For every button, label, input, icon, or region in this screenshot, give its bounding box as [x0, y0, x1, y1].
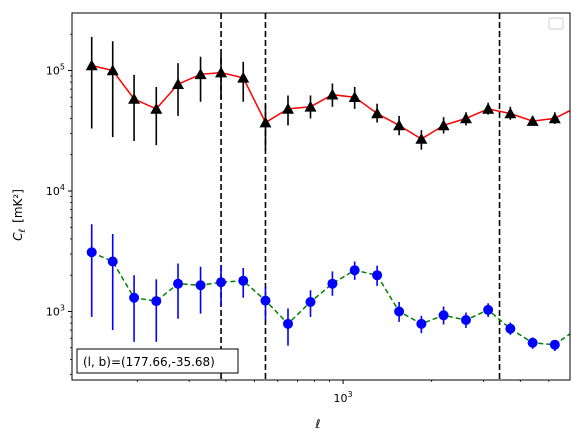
data-point	[415, 133, 428, 144]
data-point	[195, 280, 206, 291]
y-axis-label-unit: [mK²]	[11, 189, 25, 223]
data-point	[326, 88, 339, 100]
legend-box	[548, 17, 564, 30]
x-axis-label: ℓ	[315, 417, 321, 431]
data-point	[281, 102, 294, 114]
data-point	[216, 277, 227, 288]
data-point	[238, 275, 249, 286]
data-point	[437, 119, 450, 131]
data-point	[128, 92, 141, 104]
plot-area	[85, 13, 570, 380]
annotation-text: (l, b)=(177.66,-35.68)	[83, 355, 215, 369]
y-axis-label-subscript: ℓ	[18, 229, 28, 234]
data-point	[460, 314, 471, 325]
data-point	[107, 256, 118, 267]
data-point	[260, 295, 271, 306]
data-point	[549, 339, 560, 350]
annotation-frame	[76, 348, 239, 374]
data-point	[371, 107, 384, 119]
data-point	[173, 278, 184, 289]
data-point	[327, 278, 338, 289]
data-point	[527, 337, 538, 348]
data-point	[282, 318, 293, 329]
data-point	[438, 310, 449, 321]
data-point	[393, 119, 406, 131]
data-point	[304, 100, 317, 112]
data-point	[416, 318, 427, 329]
data-point	[505, 323, 516, 334]
y-axis-label: Cℓ [mK²]	[11, 189, 28, 241]
data-point	[172, 78, 185, 89]
y-tick-label: 103	[46, 303, 65, 318]
data-point	[372, 270, 383, 281]
annotation-box: (l, b)=(177.66,-35.68)	[76, 348, 239, 374]
data-point	[129, 292, 140, 303]
data-point	[237, 71, 250, 83]
data-point	[305, 296, 316, 307]
y-tick-label: 104	[46, 183, 65, 198]
data-point	[150, 102, 163, 114]
data-point	[106, 64, 119, 76]
data-point	[526, 115, 539, 126]
axis-ticks: 103 104 105 103	[46, 33, 550, 405]
plot-frame	[71, 12, 571, 381]
data-point	[394, 306, 405, 317]
data-point	[194, 68, 207, 80]
series-2	[86, 224, 570, 351]
data-point	[459, 112, 472, 124]
data-point	[86, 247, 97, 258]
data-point	[504, 107, 517, 119]
x-tick-label: 103	[334, 390, 353, 405]
data-point	[548, 112, 561, 124]
data-point	[259, 116, 272, 128]
data-point	[215, 66, 228, 78]
y-tick-label: 105	[46, 62, 65, 77]
y-axis-label-symbol: C	[11, 232, 25, 241]
series-1	[85, 36, 570, 150]
data-point	[348, 91, 361, 103]
data-point	[349, 265, 360, 276]
data-point	[85, 59, 98, 71]
data-point	[151, 296, 162, 307]
data-point	[482, 102, 495, 114]
data-point	[483, 304, 494, 315]
